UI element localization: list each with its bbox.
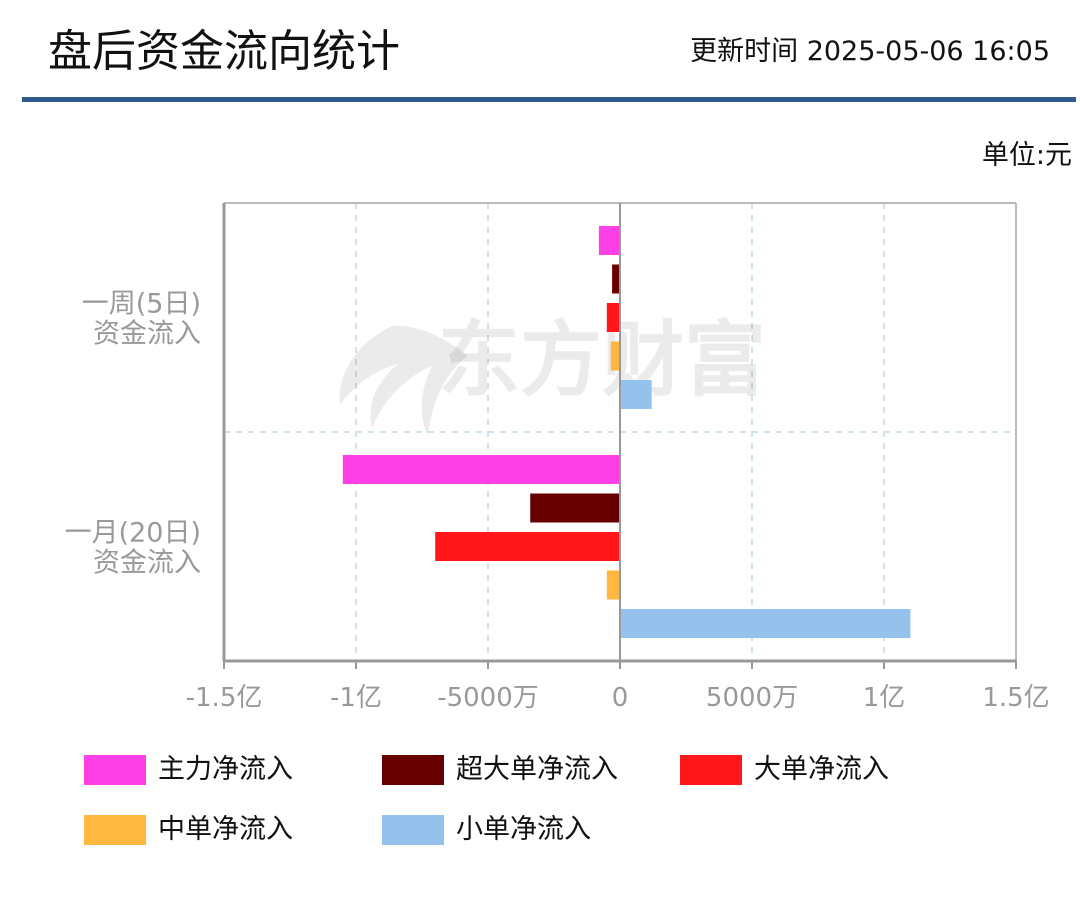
legend-item: 中单净流入 bbox=[84, 812, 293, 848]
bar-month-series-3 bbox=[606, 570, 620, 600]
eastmoney-logo-icon bbox=[339, 325, 468, 436]
legend-label: 主力净流入 bbox=[158, 754, 293, 785]
legend-swatch bbox=[382, 755, 444, 785]
bar-week-series-1 bbox=[612, 264, 620, 294]
bar-week-series-0 bbox=[598, 226, 620, 255]
category-label: 一周(5日)资金流入 bbox=[82, 289, 201, 350]
watermark-text: 东方财富 bbox=[438, 313, 766, 408]
legend-swatch bbox=[84, 815, 146, 845]
legend: 主力净流入 超大单净流入 大单净流入中单净流入 小单净流入 bbox=[0, 752, 1080, 872]
legend-item: 小单净流入 bbox=[382, 812, 591, 848]
legend-item: 主力净流入 bbox=[84, 752, 293, 788]
category-label: 一月(20日)资金流入 bbox=[65, 518, 201, 579]
x-tick-label: -1.5亿 bbox=[186, 683, 263, 713]
x-tick-label: 0 bbox=[612, 683, 629, 713]
legend-label: 小单净流入 bbox=[456, 814, 591, 845]
update-time: 更新时间 2025-05-06 16:05 bbox=[690, 36, 1050, 67]
legend-label: 大单净流入 bbox=[754, 754, 889, 785]
bars-layer bbox=[342, 226, 911, 638]
x-tick-label: 1.5亿 bbox=[982, 683, 1049, 713]
x-tick-label: 1亿 bbox=[863, 683, 906, 713]
bar-month-series-0 bbox=[342, 455, 620, 484]
page-title: 盘后资金流向统计 bbox=[48, 26, 400, 77]
axis-layer bbox=[222, 202, 1017, 669]
watermark: 东方财富 bbox=[339, 313, 766, 436]
bar-week-series-2 bbox=[606, 303, 620, 332]
x-tick-label: -1亿 bbox=[330, 683, 382, 713]
x-tick-label: 5000万 bbox=[706, 683, 798, 713]
legend-swatch bbox=[382, 815, 444, 845]
bar-week-series-4 bbox=[620, 380, 652, 409]
header-divider bbox=[22, 97, 1076, 102]
legend-label: 超大单净流入 bbox=[456, 754, 618, 785]
legend-item: 大单净流入 bbox=[680, 752, 889, 788]
bar-month-series-4 bbox=[620, 609, 911, 638]
unit-label: 单位:元 bbox=[981, 140, 1072, 171]
legend-swatch bbox=[84, 755, 146, 785]
legend-item: 超大单净流入 bbox=[382, 752, 618, 788]
legend-label: 中单净流入 bbox=[158, 814, 293, 845]
bar-month-series-2 bbox=[435, 532, 620, 561]
legend-swatch bbox=[680, 755, 742, 785]
bar-month-series-1 bbox=[530, 493, 620, 523]
bar-week-series-3 bbox=[610, 341, 620, 371]
x-tick-label: -5000万 bbox=[437, 683, 539, 713]
